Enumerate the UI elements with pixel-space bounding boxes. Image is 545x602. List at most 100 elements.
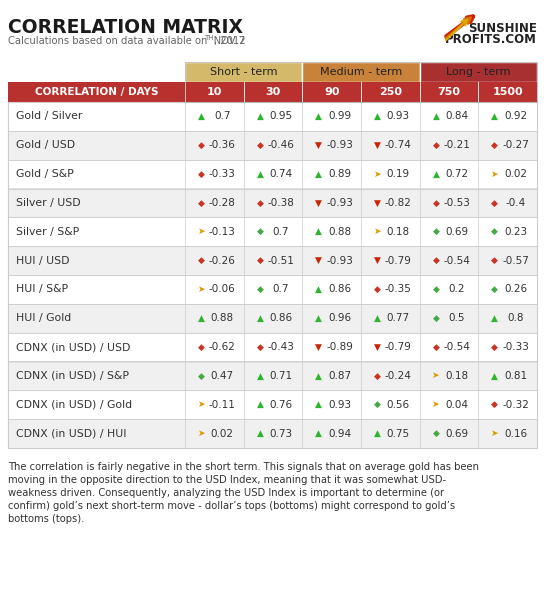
Text: -0.54: -0.54: [444, 342, 470, 352]
Text: ▲: ▲: [257, 400, 263, 409]
Bar: [8, 188, 537, 217]
Text: ▼: ▼: [315, 199, 322, 208]
Text: ▲: ▲: [491, 371, 498, 380]
Text: 0.96: 0.96: [328, 313, 351, 323]
Text: 0.89: 0.89: [328, 169, 351, 179]
Text: Medium - term: Medium - term: [320, 67, 402, 77]
Bar: [8, 275, 537, 304]
Text: The correlation is fairly negative in the short term. This signals that on avera: The correlation is fairly negative in th…: [8, 462, 479, 472]
Text: -0.54: -0.54: [444, 256, 470, 265]
Text: 0.47: 0.47: [211, 371, 234, 381]
Text: 0.95: 0.95: [269, 111, 293, 122]
Text: -0.27: -0.27: [502, 140, 529, 150]
Text: 0.18: 0.18: [445, 371, 469, 381]
Text: Short - term: Short - term: [210, 67, 277, 77]
Text: 0.88: 0.88: [328, 227, 351, 237]
Text: 0.86: 0.86: [328, 284, 351, 294]
Text: 0.19: 0.19: [387, 169, 410, 179]
Text: 0.8: 0.8: [507, 313, 524, 323]
Text: ◆: ◆: [198, 199, 205, 208]
Bar: [8, 217, 537, 246]
Text: 0.75: 0.75: [387, 429, 410, 439]
Text: ◆: ◆: [257, 141, 263, 150]
Text: CORRELATION / DAYS: CORRELATION / DAYS: [35, 87, 158, 97]
Text: ▲: ▲: [198, 112, 205, 121]
Text: -0.93: -0.93: [326, 140, 353, 150]
Text: HUI / S&P: HUI / S&P: [16, 284, 68, 294]
Text: ◆: ◆: [491, 343, 498, 352]
Text: 0.7: 0.7: [272, 227, 289, 237]
Text: ◆: ◆: [433, 343, 439, 352]
Bar: [8, 160, 537, 188]
Text: ◆: ◆: [198, 170, 205, 179]
Text: ▲: ▲: [315, 170, 322, 179]
Text: ◆: ◆: [198, 343, 205, 352]
Text: 0.74: 0.74: [269, 169, 293, 179]
Text: -0.93: -0.93: [326, 198, 353, 208]
Text: 0.77: 0.77: [387, 313, 410, 323]
Text: 1500: 1500: [492, 87, 523, 97]
Text: 0.93: 0.93: [387, 111, 410, 122]
Text: ▲: ▲: [433, 112, 439, 121]
Bar: [185, 62, 302, 82]
Text: ▲: ▲: [374, 112, 381, 121]
Text: ◆: ◆: [433, 429, 439, 438]
Text: -0.53: -0.53: [444, 198, 470, 208]
Text: ◆: ◆: [433, 199, 439, 208]
Text: ◆: ◆: [491, 199, 498, 208]
Text: -0.21: -0.21: [444, 140, 470, 150]
Text: -0.11: -0.11: [209, 400, 236, 410]
Text: 0.69: 0.69: [445, 227, 469, 237]
Text: 10: 10: [207, 87, 222, 97]
Text: ▼: ▼: [374, 343, 381, 352]
Text: ▲: ▲: [315, 429, 322, 438]
Text: 0.7: 0.7: [272, 284, 289, 294]
Text: 0.72: 0.72: [445, 169, 469, 179]
Text: -0.79: -0.79: [385, 342, 412, 352]
Text: ➤: ➤: [373, 170, 381, 179]
Text: ▲: ▲: [315, 285, 322, 294]
Text: ◆: ◆: [491, 400, 498, 409]
Text: ▼: ▼: [374, 256, 381, 265]
Text: ➤: ➤: [198, 285, 205, 294]
Text: -0.79: -0.79: [385, 256, 412, 265]
Text: CDNX (in USD) / S&P: CDNX (in USD) / S&P: [16, 371, 129, 381]
Text: ➤: ➤: [432, 371, 440, 380]
Text: ◆: ◆: [374, 371, 381, 380]
Text: ▼: ▼: [374, 199, 381, 208]
Bar: [8, 82, 537, 102]
Text: -0.24: -0.24: [385, 371, 412, 381]
Text: ▲: ▲: [374, 314, 381, 323]
Text: 0.92: 0.92: [504, 111, 527, 122]
Text: Long - term: Long - term: [446, 67, 511, 77]
Text: 0.2: 0.2: [449, 284, 465, 294]
Text: 750: 750: [438, 87, 461, 97]
Text: ◆: ◆: [374, 400, 381, 409]
Bar: [8, 131, 537, 160]
Text: 0.02: 0.02: [504, 169, 527, 179]
Bar: [302, 62, 420, 82]
Text: ▼: ▼: [315, 141, 322, 150]
Text: Gold / USD: Gold / USD: [16, 140, 75, 150]
Text: , 2012: , 2012: [214, 36, 246, 46]
Text: 0.5: 0.5: [449, 313, 465, 323]
Text: ▲: ▲: [198, 314, 205, 323]
Bar: [8, 246, 537, 275]
Text: CDNX (in USD) / USD: CDNX (in USD) / USD: [16, 342, 130, 352]
Bar: [8, 333, 537, 361]
Text: ◆: ◆: [257, 227, 263, 236]
Text: ◆: ◆: [257, 285, 263, 294]
Text: TH: TH: [204, 35, 214, 41]
Text: 0.69: 0.69: [445, 429, 469, 439]
Text: ▲: ▲: [315, 400, 322, 409]
Bar: [8, 390, 537, 419]
Text: -0.93: -0.93: [326, 256, 353, 265]
Text: ◆: ◆: [257, 199, 263, 208]
Text: ➤: ➤: [373, 227, 381, 236]
Text: ➤: ➤: [432, 400, 440, 409]
Text: 0.56: 0.56: [387, 400, 410, 410]
Text: ▲: ▲: [491, 314, 498, 323]
Text: CDNX (in USD) / Gold: CDNX (in USD) / Gold: [16, 400, 132, 410]
Text: ▲: ▲: [374, 429, 381, 438]
Text: ▲: ▲: [315, 314, 322, 323]
